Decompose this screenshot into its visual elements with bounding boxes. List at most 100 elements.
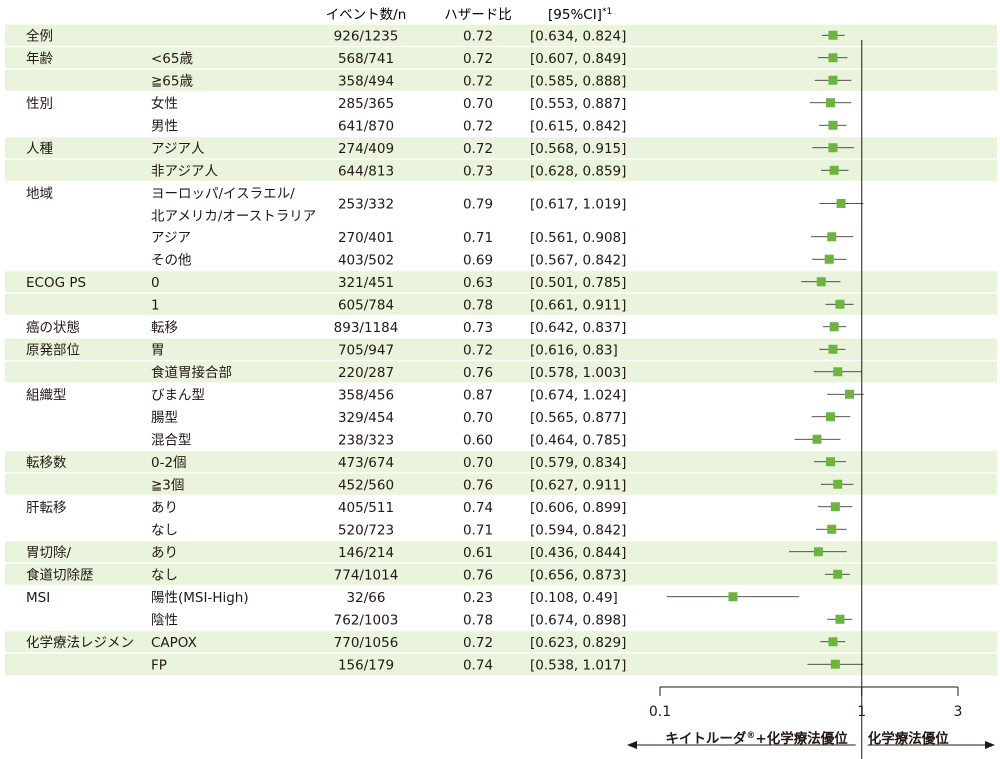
row-hazard-ratio: 0.71 <box>463 230 493 246</box>
hr-point <box>828 120 838 130</box>
hr-point <box>825 412 835 422</box>
row-ci: [0.567, 0.842] <box>530 252 626 268</box>
favor-right-label: 化学療法優位 <box>868 730 949 747</box>
row-band <box>5 540 997 563</box>
row-events: 893/1184 <box>334 320 399 336</box>
row-events: 641/870 <box>338 118 394 134</box>
axis-tick-label: 3 <box>954 704 963 720</box>
favor-left-label-part: +化学療法優位 <box>755 730 848 747</box>
hr-point <box>829 165 839 175</box>
row-ci: [0.656, 0.873] <box>530 567 626 583</box>
row-band <box>5 46 997 69</box>
row-hazard-ratio: 0.76 <box>463 567 493 583</box>
row-subgroup-label: 北アメリカ/オーストラリア <box>151 208 316 224</box>
row-ci: [0.585, 0.888] <box>530 73 626 89</box>
row-group-label: 胃切除/ <box>26 545 71 561</box>
favor-left-label-part: キイトルーダ <box>665 730 746 747</box>
row-subgroup-label: 転移 <box>151 320 178 336</box>
row-events: 253/332 <box>338 197 394 213</box>
row-subgroup-label: 腸型 <box>151 410 178 426</box>
row-events: 358/456 <box>338 387 394 403</box>
row-events: 568/741 <box>338 51 394 67</box>
hr-point <box>813 547 823 557</box>
row-events: 644/813 <box>338 163 394 179</box>
row-hazard-ratio: 0.78 <box>463 612 493 628</box>
hr-point <box>836 199 846 208</box>
hr-point <box>845 389 855 399</box>
row-subgroup-label: 1 <box>151 297 160 313</box>
hr-point <box>828 53 838 63</box>
row-ci: [0.538, 1.017] <box>530 657 626 673</box>
row-band <box>5 270 997 293</box>
row-band <box>5 136 997 159</box>
row-events: 520/723 <box>338 522 394 538</box>
row-group-label: 転移数 <box>26 455 67 471</box>
row-ci: [0.108, 0.49] <box>530 590 618 606</box>
row-hazard-ratio: 0.72 <box>463 118 493 134</box>
row-events: 32/66 <box>347 590 386 606</box>
row-hazard-ratio: 0.70 <box>463 455 493 471</box>
header-hr: ハザード比 <box>444 7 512 23</box>
row-hazard-ratio: 0.72 <box>463 635 493 651</box>
hr-point <box>829 322 839 332</box>
row-subgroup-label: 女性 <box>151 95 178 112</box>
row-events: 452/560 <box>338 477 394 493</box>
hr-point <box>830 502 840 512</box>
row-subgroup-label: FP <box>151 657 167 673</box>
row-subgroup-label: 食道胃接合部 <box>151 364 232 381</box>
row-group-label: 性別 <box>26 96 53 112</box>
row-group-label: 年齢 <box>26 51 53 67</box>
favor-right-arrowhead <box>985 741 995 749</box>
row-hazard-ratio: 0.73 <box>463 320 493 336</box>
row-subgroup-label: 非アジア人 <box>151 163 218 179</box>
header-ci-footnote: *1 <box>602 7 612 17</box>
row-subgroup-label: 混合型 <box>151 432 192 448</box>
row-subgroup-label: ≧3個 <box>151 477 184 493</box>
hr-point <box>828 30 838 40</box>
row-subgroup-label: 陽性(MSI-High) <box>151 590 249 606</box>
row-hazard-ratio: 0.74 <box>463 657 493 673</box>
row-group-label: 全例 <box>26 27 53 44</box>
row-band <box>5 159 997 182</box>
row-events: 774/1014 <box>334 567 399 583</box>
row-events: 403/502 <box>338 252 394 268</box>
hr-point <box>835 299 845 309</box>
row-subgroup-label: アジア人 <box>151 141 205 157</box>
row-hazard-ratio: 0.63 <box>463 275 493 291</box>
row-ci: [0.628, 0.859] <box>530 163 626 179</box>
row-group-label: 組織型 <box>26 387 67 403</box>
row-hazard-ratio: 0.78 <box>463 297 493 313</box>
row-group-label: 地域 <box>26 186 53 202</box>
row-band <box>5 338 997 361</box>
row-hazard-ratio: 0.87 <box>463 387 493 403</box>
row-ci: [0.464, 0.785] <box>530 432 626 448</box>
row-band <box>5 563 997 586</box>
row-band <box>5 69 997 92</box>
axis-tick-label: 0.1 <box>649 704 671 720</box>
plot-area <box>666 30 864 669</box>
header-ci-text: [95%CI] <box>548 7 602 23</box>
table-rows: 全例 926/1235 0.72 [0.634, 0.824] 年齢 <65歳 568/74… <box>26 27 626 673</box>
row-ci: [0.674, 1.024] <box>530 387 626 403</box>
row-subgroup-label: なし <box>151 567 178 583</box>
row-events: 605/784 <box>338 297 394 313</box>
row-hazard-ratio: 0.73 <box>463 163 493 179</box>
row-group-label: 原発部位 <box>26 342 80 358</box>
row-subgroup-label: 男性 <box>151 118 178 134</box>
row-events: 274/409 <box>338 141 394 157</box>
row-subgroup-label: 胃 <box>151 342 165 358</box>
axis-tick-label: 1 <box>857 704 866 720</box>
row-group-label: 癌の状態 <box>26 320 80 336</box>
row-ci: [0.607, 0.849] <box>530 51 626 67</box>
row-subgroup-label: 陰性 <box>151 612 178 628</box>
row-ci: [0.627, 0.911] <box>530 477 626 493</box>
row-band <box>5 630 997 653</box>
row-group-label: 食道切除歴 <box>26 566 94 583</box>
row-events: 926/1235 <box>334 28 399 44</box>
row-subgroup-label: 0-2個 <box>151 455 187 471</box>
row-band <box>5 24 997 47</box>
row-events: 220/287 <box>338 365 394 381</box>
hr-point <box>816 277 826 287</box>
row-hazard-ratio: 0.69 <box>463 252 493 268</box>
